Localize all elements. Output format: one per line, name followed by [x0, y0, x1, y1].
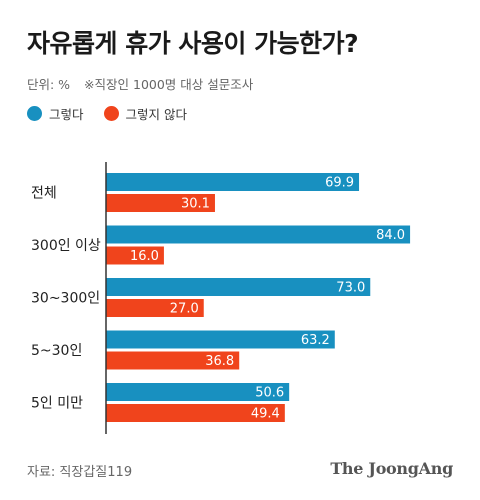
value-label-yes-under-5: 50.6	[255, 386, 284, 401]
survey-note: ※직장인 1000명 대상 설문조사	[84, 77, 254, 92]
value-label-no-5-30: 36.8	[205, 354, 234, 369]
category-label-all: 전체	[31, 186, 57, 202]
legend-dot-yes-icon	[27, 106, 42, 121]
bar-no-30-300	[106, 299, 204, 317]
value-label-yes-all: 69.9	[325, 176, 354, 191]
value-label-no-all: 30.1	[181, 197, 210, 212]
source-text: 자료: 직장갑질119	[27, 465, 133, 480]
value-label-yes-5-30: 63.2	[301, 333, 330, 348]
bar-no-5-30	[106, 351, 240, 370]
unit-label: 단위: %	[27, 77, 71, 92]
legend-label-no: 그렇지 않다	[125, 107, 187, 122]
legend-label-yes: 그렇다	[49, 107, 84, 122]
legend: 그렇다 그렇지 않다	[27, 104, 207, 123]
value-label-no-under-5: 49.4	[251, 407, 280, 422]
legend-dot-no-icon	[103, 106, 119, 121]
value-label-no-30-300: 27.0	[170, 302, 199, 317]
bar-yes-under-5	[106, 383, 290, 401]
legend-item-yes: 그렇다	[27, 104, 84, 123]
bar-yes-300-plus	[106, 225, 411, 244]
category-label-30-300: 30~300인	[31, 291, 100, 307]
bar-yes-5-30	[106, 330, 335, 349]
value-label-no-300-plus: 16.0	[130, 249, 159, 264]
value-label-yes-30-300: 73.0	[336, 281, 365, 296]
bar-no-under-5	[106, 404, 285, 422]
bar-no-300-plus	[106, 246, 164, 265]
bar-yes-30-300	[106, 278, 371, 296]
chart-title: 자유롭게 휴가 사용이 가능한가?	[27, 29, 359, 58]
brand-logo: The JoongAng	[330, 459, 453, 478]
category-label-300-plus: 300인 이상	[31, 238, 101, 254]
category-label-5-30: 5~30인	[31, 343, 82, 359]
bar-no-all	[106, 194, 215, 212]
legend-item-no: 그렇지 않다	[103, 104, 187, 123]
category-label-under-5: 5인 미만	[31, 396, 83, 412]
chart-subtitle: 단위: % ※직장인 1000명 대상 설문조사	[27, 74, 253, 93]
bar-yes-all	[106, 173, 360, 191]
value-label-yes-300-plus: 84.0	[376, 228, 405, 243]
